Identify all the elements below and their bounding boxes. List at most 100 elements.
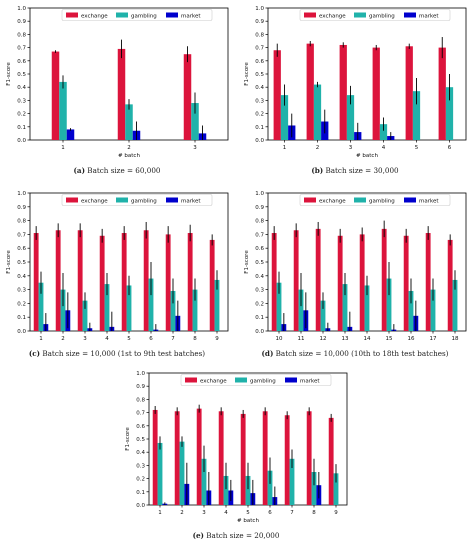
y-tick-label: 0.8 [17,219,26,225]
x-tick-label: 7 [171,336,175,342]
bar-exchange [337,235,343,331]
bar-gambling [38,282,44,331]
bar-gambling [223,475,229,505]
bar-gambling [430,289,436,331]
bar-gambling [298,289,304,331]
y-tick-label: 0.4 [255,85,264,91]
bar-gambling [452,279,458,331]
legend-swatch-market [404,197,416,203]
bar-gambling [342,284,348,331]
legend-label: market [181,198,201,204]
x-tick-label: 2 [61,336,65,342]
x-tick-label: 7 [290,510,294,516]
bar-gambling [289,458,295,505]
legend-label: gambling [369,13,395,19]
bar-exchange [339,44,347,140]
legend-label: gambling [369,198,395,204]
legend-label: market [419,198,439,204]
x-tick-label: 2 [180,510,184,516]
bar-exchange [77,230,83,331]
y-tick-label: 1.0 [136,371,145,377]
bar-gambling [82,300,88,331]
y-tick-label: 0.3 [17,288,26,294]
x-tick-label: 16 [408,336,415,342]
bar-gambling [320,300,326,331]
x-tick-label: 4 [105,336,109,342]
x-tick-label: 13 [342,336,349,342]
y-tick-label: 1.0 [17,6,26,12]
bar-gambling [245,475,251,505]
bar-exchange [372,47,380,140]
caption-text: Batch size = 30,000 [325,166,399,175]
legend-box [299,194,451,206]
y-tick-label: 0.5 [136,437,145,443]
x-tick-label: 2 [316,145,320,151]
y-tick-label: 0.9 [136,384,145,390]
bar-gambling [104,284,110,331]
bar-gambling [214,279,220,331]
bar-gambling [60,289,66,331]
caption-letter: (c) [28,349,41,358]
x-axis-label: # batch [118,153,140,159]
caption-text: Batch size = 60,000 [87,166,161,175]
bar-gambling [59,81,67,140]
bar-exchange [262,411,268,505]
legend-swatch-gambling [354,197,366,203]
caption-text: Batch size = 10,000 (10th to 18th test b… [275,349,449,358]
bar-exchange [405,46,413,140]
y-tick-label: 0.0 [255,138,264,144]
chart-panel-b: 0.0 0.1 0.2 0.3 0.4 0.5 0.6 0.7 0.8 0.9 1.0 F1-scor… [240,2,470,175]
bar-gambling [267,470,273,505]
legend-swatch-gambling [235,377,247,383]
bar-exchange [381,228,387,331]
bar-gambling [313,84,322,140]
y-tick-label: 0.5 [255,260,264,266]
bar-exchange [187,233,193,331]
legend-swatch-exchange [185,377,197,383]
bar-exchange [271,233,277,331]
y-tick-label: 0.4 [17,274,26,280]
legend-box [61,194,213,206]
x-tick-label: 1 [39,336,43,342]
x-tick-label: 18 [452,336,459,342]
x-tick-label: 11 [298,336,305,342]
legend-swatch-exchange [304,12,316,18]
x-tick-label: 5 [127,336,131,342]
plot-frame [267,7,467,141]
y-tick-label: 0.0 [17,138,26,144]
x-axis-label: # batch [237,518,259,524]
y-tick-label: 0.5 [17,72,26,78]
bar-exchange [183,54,192,141]
y-tick-label: 0.8 [255,219,264,225]
y-axis-label: F1-score [244,250,250,274]
bar-chart: 0.0 0.1 0.2 0.3 0.4 0.5 0.6 0.7 0.8 0.9 1.0 F1-scor… [6,6,229,159]
caption-letter: (e) [192,531,204,540]
y-tick-label: 0.7 [17,232,26,238]
bar-market [66,129,75,140]
y-tick-label: 0.6 [255,59,264,65]
legend-label: gambling [250,378,276,384]
bar-exchange [152,409,158,505]
y-tick-label: 0.4 [17,85,26,91]
bar-chart: 0.0 0.1 0.2 0.3 0.4 0.5 0.6 0.7 0.8 0.9 1.0 F1-scor… [6,191,229,342]
caption-text: Batch size = 10,000 (1st to 9th test bat… [42,349,206,358]
bar-gambling [125,104,133,140]
x-tick-label: 6 [448,145,452,151]
legend-label: exchange [319,13,346,19]
x-tick-label: 1 [158,510,162,516]
legend-swatch-exchange [66,12,78,18]
legend-swatch-gambling [116,197,128,203]
caption-letter: (b) [311,166,324,175]
caption: (d) Batch size = 10,000 (10th to 18th te… [240,349,470,358]
bar-gambling [408,290,414,331]
x-tick-label: 3 [202,510,206,516]
bar-exchange [196,408,202,505]
bar-exchange [403,235,409,331]
y-tick-label: 0.7 [136,411,145,417]
legend-label: exchange [81,13,108,19]
bar-exchange [328,417,334,505]
bar-gambling [379,124,388,140]
legend-label: market [300,378,320,384]
bar-exchange [117,48,126,140]
legend-swatch-gambling [354,12,366,18]
